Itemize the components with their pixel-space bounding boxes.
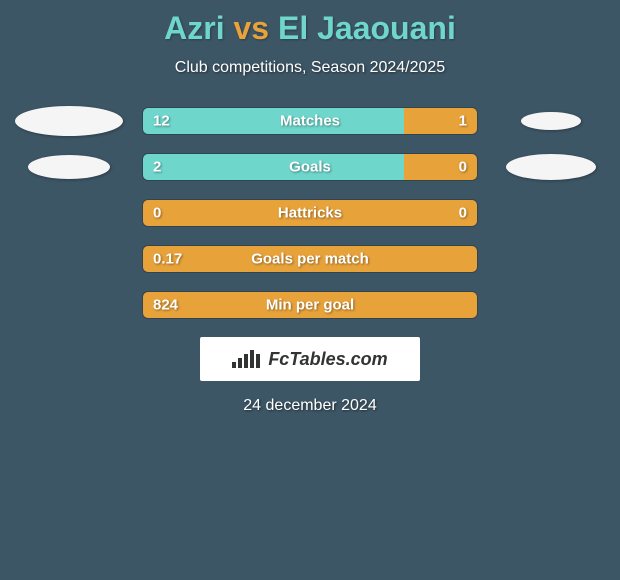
- stat-right-value: 0: [459, 205, 467, 222]
- left-ellipse-slot: [10, 155, 128, 179]
- chart-container: Azri vs El Jaaouani Club competitions, S…: [0, 0, 620, 580]
- page-title: Azri vs El Jaaouani: [0, 0, 620, 47]
- logo-bar-icon: [256, 354, 260, 368]
- stat-left-value: 0: [153, 205, 161, 222]
- logo-text: FcTables.com: [268, 349, 387, 370]
- stat-label: Min per goal: [266, 297, 354, 314]
- stat-right-value: 1: [459, 113, 467, 130]
- bar-left-fill: [143, 108, 404, 134]
- stat-bar: 0 Hattricks 0: [142, 199, 478, 227]
- stats-bars: 12Matches12Goals00Hattricks00.17Goals pe…: [0, 107, 620, 319]
- right-ellipse-slot: [492, 154, 610, 180]
- stat-left-value: 2: [153, 159, 161, 176]
- stat-label: Matches: [280, 113, 340, 130]
- right-ellipse-slot: [492, 112, 610, 130]
- logo-box: FcTables.com: [200, 337, 420, 381]
- logo-bar-icon: [238, 358, 242, 368]
- date-text: 24 december 2024: [0, 397, 620, 415]
- stat-label: Hattricks: [278, 205, 342, 222]
- stat-row: 0 Hattricks 0: [10, 199, 610, 227]
- right-ellipse-icon: [506, 154, 596, 180]
- left-ellipse-icon: [28, 155, 110, 179]
- stat-row: 12 Matches 1: [10, 107, 610, 135]
- left-ellipse-slot: [10, 106, 128, 136]
- stat-left-value: 12: [153, 113, 170, 130]
- title-player1: Azri: [164, 10, 224, 46]
- left-ellipse-icon: [15, 106, 123, 136]
- stat-label: Goals per match: [251, 251, 369, 268]
- logo-bar-icon: [250, 350, 254, 368]
- logo-bar-icon: [244, 354, 248, 368]
- logo-bar-icon: [232, 362, 236, 368]
- stat-left-value: 0.17: [153, 251, 182, 268]
- stat-label: Goals: [289, 159, 331, 176]
- stat-row: 824 Min per goal: [10, 291, 610, 319]
- stat-bar: 2 Goals 0: [142, 153, 478, 181]
- subtitle: Club competitions, Season 2024/2025: [0, 59, 620, 77]
- stat-bar: 824 Min per goal: [142, 291, 478, 319]
- logo-bars-icon: [232, 350, 262, 368]
- title-player2: El Jaaouani: [278, 10, 456, 46]
- stat-row: 0.17 Goals per match: [10, 245, 610, 273]
- stat-bar: 0.17 Goals per match: [142, 245, 478, 273]
- stat-bar: 12 Matches 1: [142, 107, 478, 135]
- bar-left-fill: [143, 154, 404, 180]
- stat-right-value: 0: [459, 159, 467, 176]
- stat-row: 2 Goals 0: [10, 153, 610, 181]
- title-vs: vs: [234, 10, 270, 46]
- right-ellipse-icon: [521, 112, 581, 130]
- stat-left-value: 824: [153, 297, 178, 314]
